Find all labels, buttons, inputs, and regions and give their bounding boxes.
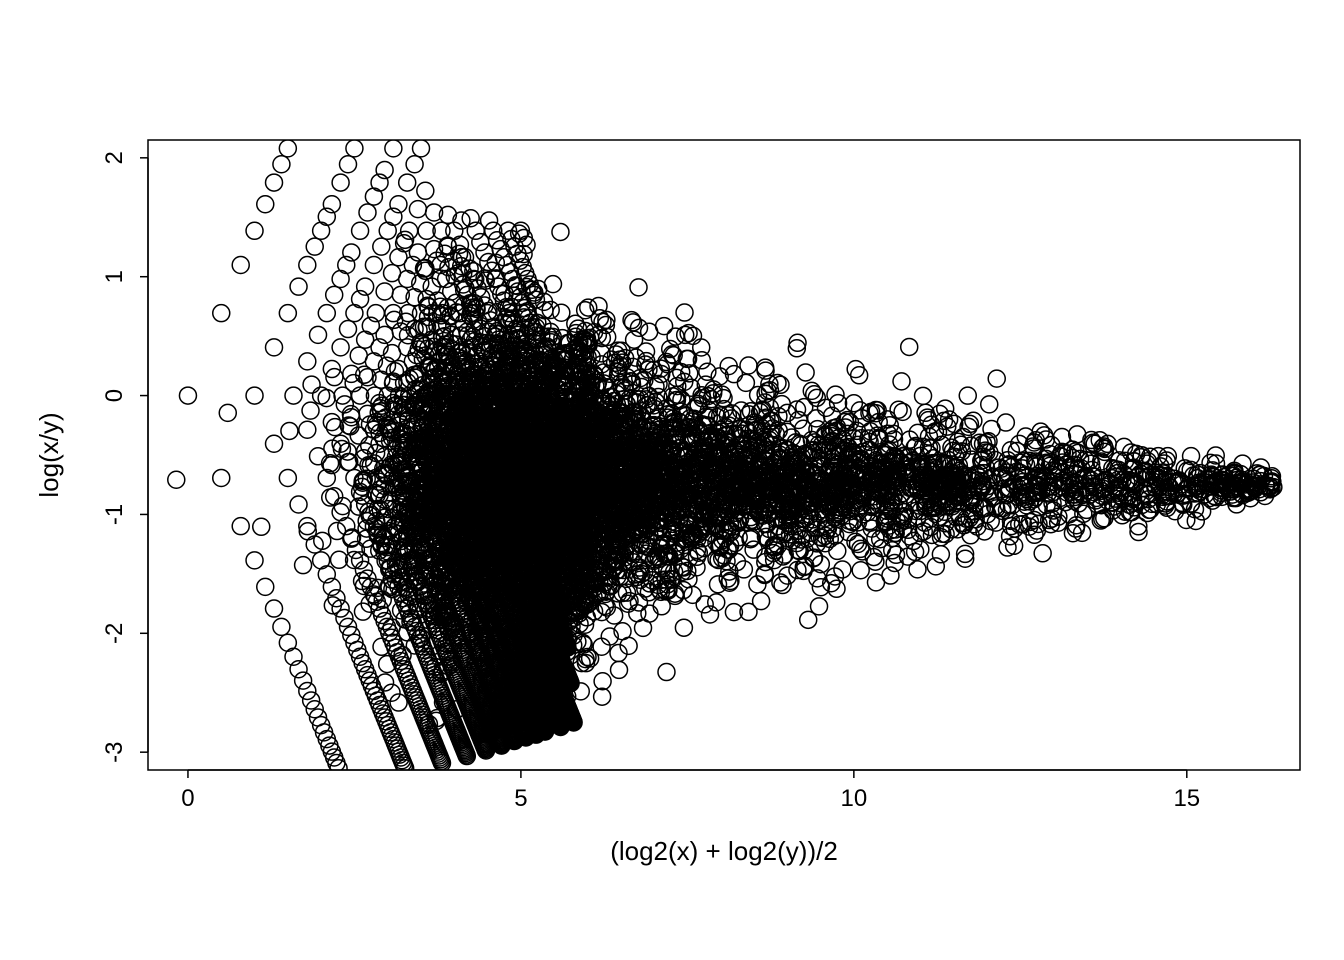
ma-scatter-plot: 0 5 10 15 -3 -2 -1 0 1 2 (log2(x) + log2(y))/2 log(…	[0, 0, 1344, 960]
x-tick-label: 5	[514, 785, 527, 812]
x-tick-label: 0	[181, 785, 194, 812]
y-tick-label: 1	[101, 270, 128, 283]
y-axis-label: log(x/y)	[34, 412, 64, 497]
y-tick-label: 2	[101, 151, 128, 164]
y-tick-label: -1	[101, 504, 128, 525]
x-axis-label: (log2(x) + log2(y))/2	[610, 836, 838, 866]
chart-svg: 0 5 10 15 -3 -2 -1 0 1 2 (log2(x) + log2(y))/2 log(…	[0, 0, 1344, 960]
y-tick-label: 0	[101, 389, 128, 402]
x-tick-label: 15	[1173, 785, 1200, 812]
x-tick-label: 10	[840, 785, 867, 812]
y-tick-label: -3	[101, 741, 128, 762]
y-tick-label: -2	[101, 623, 128, 644]
